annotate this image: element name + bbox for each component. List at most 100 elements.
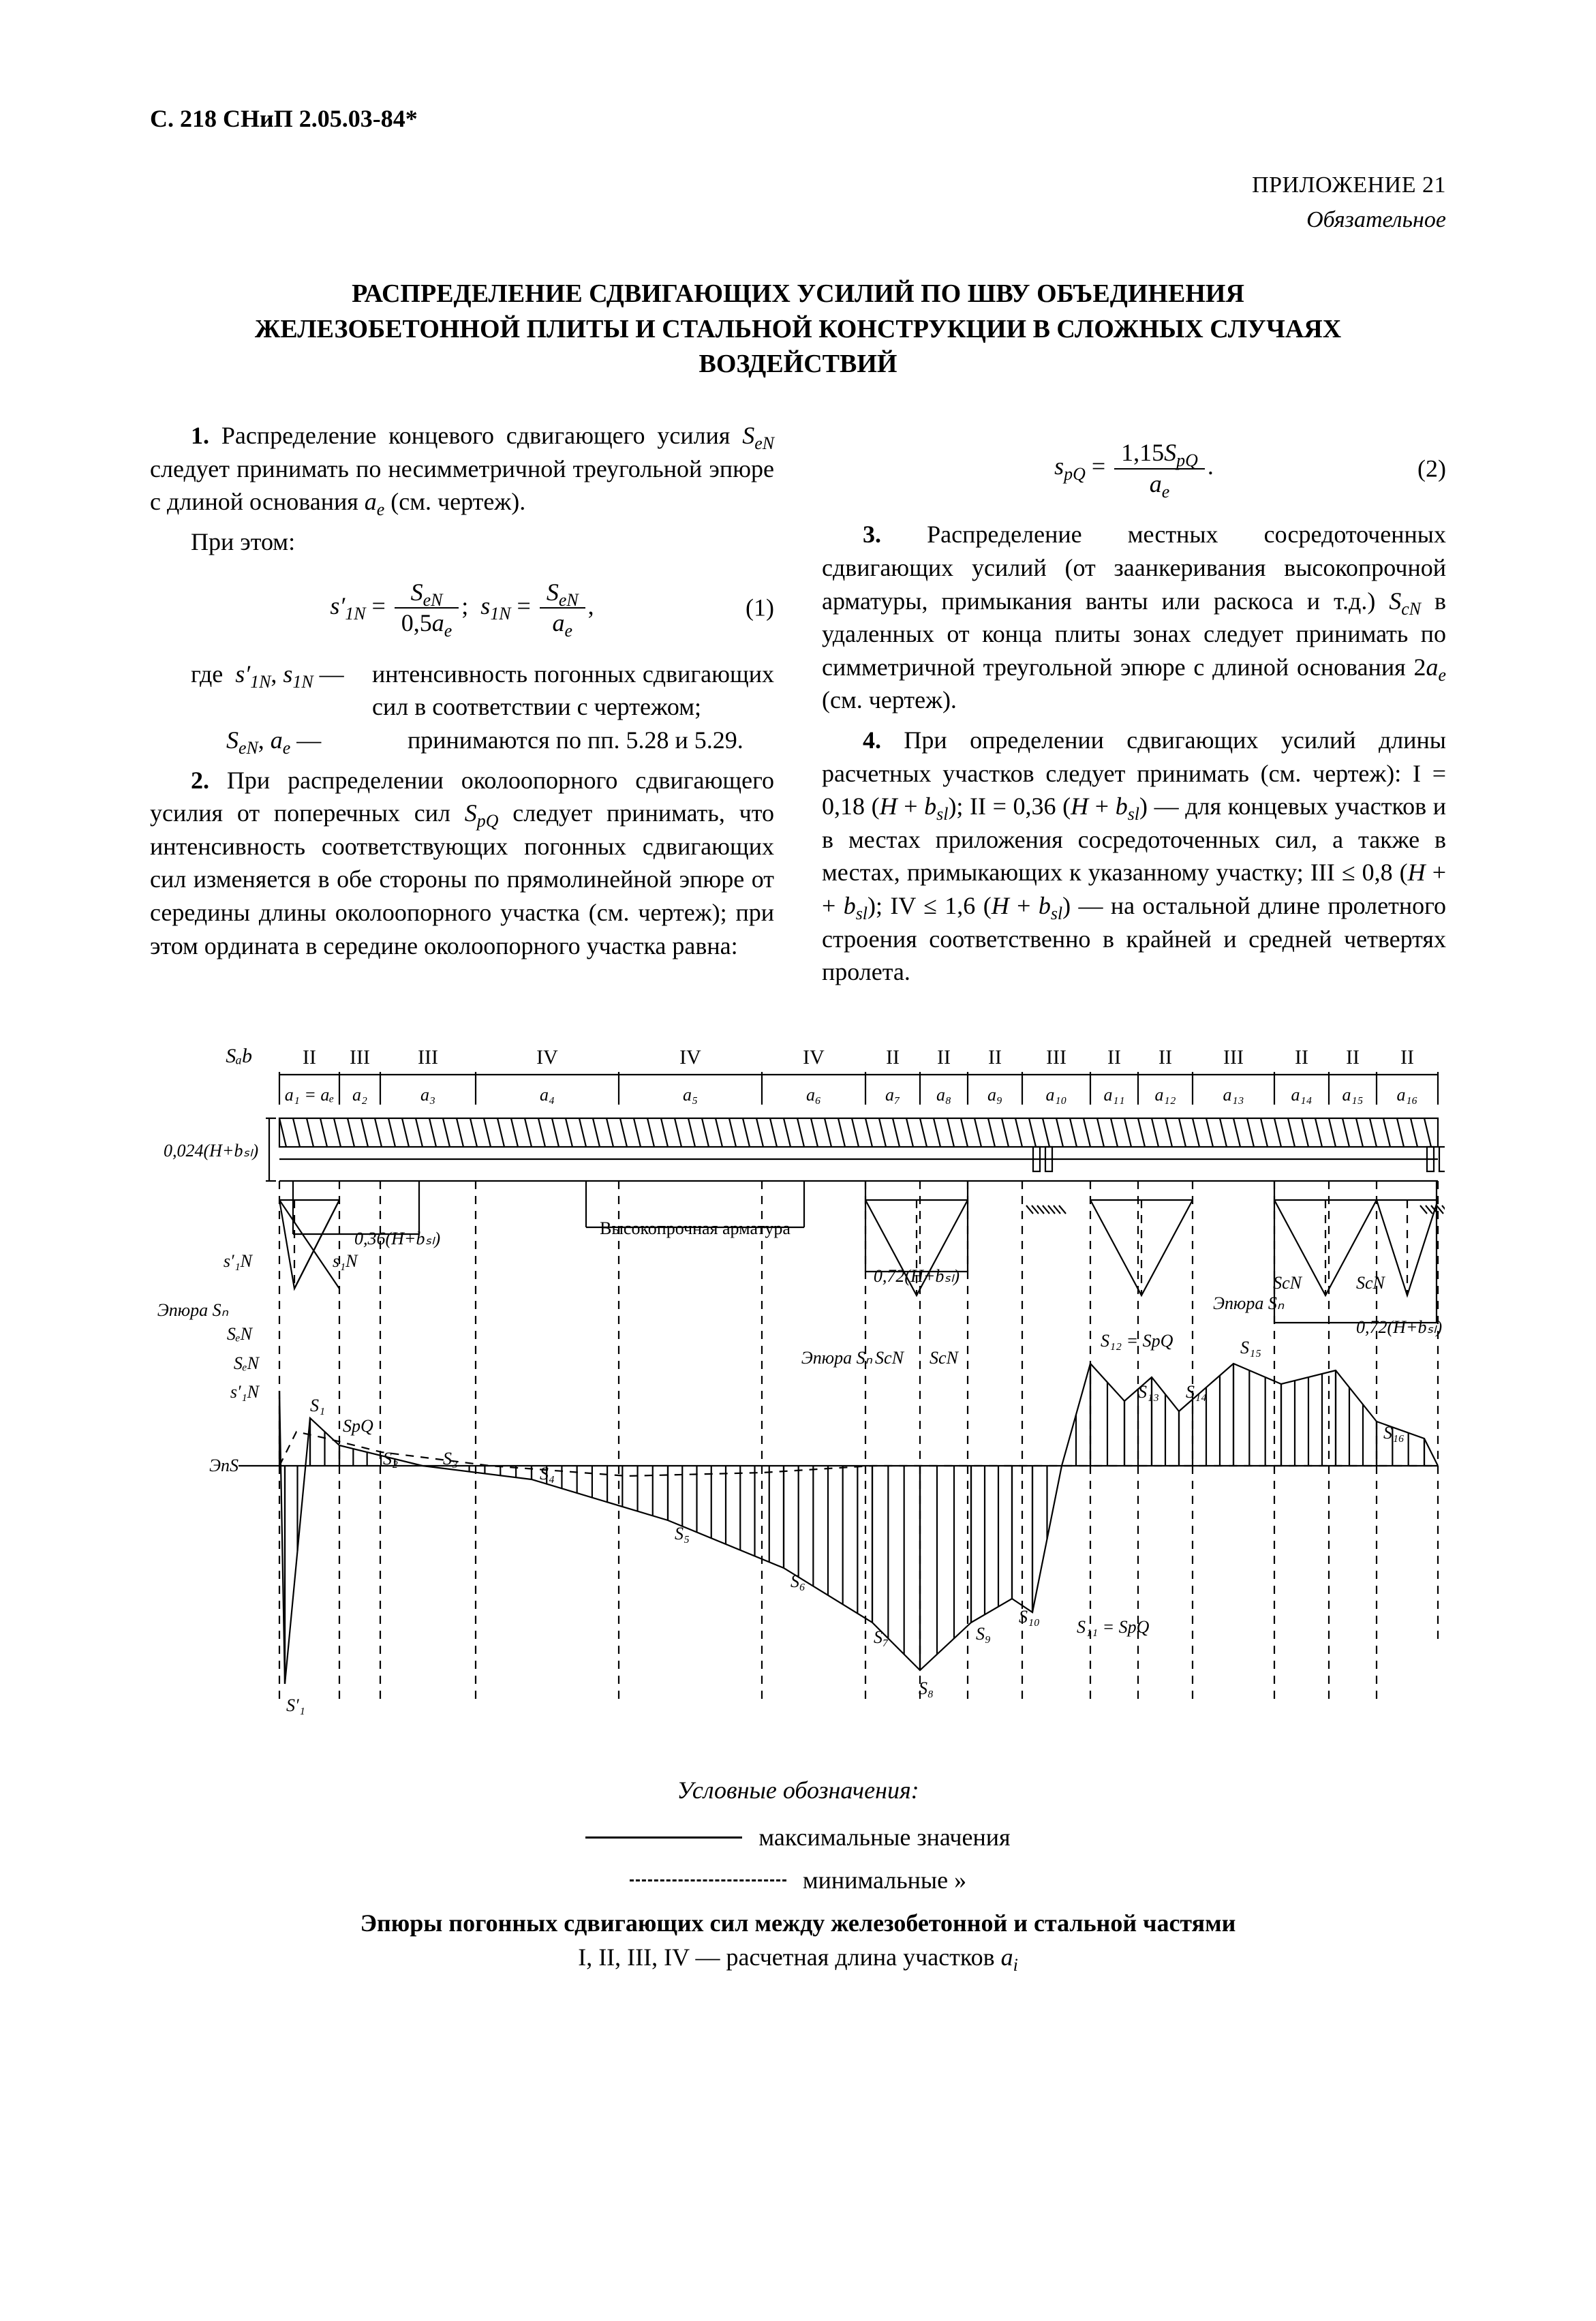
- paragraph-3: 3. Распределение местных сосредоточенных…: [822, 518, 1446, 717]
- eq-num-1: (1): [746, 591, 774, 625]
- svg-text:a₄: a₄: [540, 1085, 555, 1105]
- legend-min-label: минимальные »: [803, 1864, 966, 1897]
- where-txt-2: принимаются по пп. 5.28 и 5.29.: [408, 724, 774, 757]
- svg-text:S₆: S₆: [791, 1571, 805, 1591]
- where-txt-1: интенсивность погонных сдвигающих сил в …: [372, 658, 774, 724]
- svg-text:s′₁N: s′₁N: [230, 1382, 260, 1402]
- svg-text:ScN: ScN: [875, 1348, 905, 1368]
- svg-text:ScN: ScN: [1273, 1273, 1303, 1293]
- svg-text:s₁N: s₁N: [333, 1251, 358, 1271]
- where-sym-1: где s′1N, s1N —: [150, 658, 361, 724]
- paragraph-1: 1. Распределение концевого сдвигающего у…: [150, 419, 774, 519]
- diagram-caption-sub: I, II, III, IV — расчетная длина участко…: [150, 1941, 1446, 1974]
- svg-text:III: III: [1223, 1046, 1244, 1069]
- svg-text:S₁₄: S₁₄: [1186, 1382, 1207, 1402]
- svg-text:ЭпS: ЭпS: [209, 1456, 239, 1475]
- svg-text:a₂: a₂: [352, 1085, 367, 1105]
- svg-text:S₁₂ = SpQ: S₁₂ = SpQ: [1101, 1331, 1173, 1351]
- svg-text:S₁₃: S₁₃: [1138, 1382, 1159, 1402]
- svg-text:Эпюра Sₙ: Эпюра Sₙ: [157, 1300, 229, 1320]
- svg-text:S₁₁ = SpQ: S₁₁ = SpQ: [1077, 1617, 1150, 1637]
- para-lead-3: 3.: [863, 521, 881, 548]
- para-lead-2: 2.: [191, 767, 209, 794]
- svg-text:II: II: [303, 1046, 316, 1069]
- diagram-caption-main: Эпюры погонных сдвигающих сил между желе…: [150, 1907, 1446, 1940]
- para-lead-1: 1.: [191, 422, 209, 449]
- svg-text:S₃: S₃: [443, 1449, 458, 1469]
- legend-dash-line-icon: [630, 1879, 786, 1881]
- eq-num-2: (2): [1417, 452, 1446, 486]
- svg-text:III: III: [350, 1046, 370, 1069]
- appendix-subtitle: Обязательное: [150, 204, 1446, 236]
- appendix-label: ПРИЛОЖЕНИЕ 21: [150, 170, 1446, 201]
- svg-text:a₃: a₃: [420, 1085, 435, 1105]
- svg-text:S₁: S₁: [310, 1396, 325, 1415]
- svg-text:Sₐb: Sₐb: [226, 1045, 252, 1067]
- document-title: РАСПРЕДЕЛЕНИЕ СДВИГАЮЩИХ УСИЛИЙ ПО ШВУ О…: [219, 277, 1377, 382]
- p1-after: При этом:: [150, 525, 774, 559]
- svg-text:II: II: [1295, 1046, 1308, 1069]
- svg-text:a₁₄: a₁₄: [1291, 1085, 1312, 1105]
- legend-title: Условные обозначения:: [150, 1774, 1446, 1807]
- svg-text:a₁₃: a₁₃: [1223, 1085, 1244, 1105]
- svg-text:S′₁: S′₁: [286, 1695, 305, 1715]
- svg-text:ScN: ScN: [930, 1348, 960, 1368]
- svg-text:a₁₅: a₁₅: [1342, 1085, 1363, 1105]
- svg-text:S₁₀: S₁₀: [1019, 1607, 1040, 1627]
- svg-text:a₁₀: a₁₀: [1045, 1085, 1066, 1105]
- svg-text:S₁₆: S₁₆: [1383, 1423, 1405, 1443]
- svg-text:II: II: [1107, 1046, 1121, 1069]
- svg-text:II: II: [937, 1046, 951, 1069]
- svg-text:S₅: S₅: [675, 1524, 690, 1543]
- svg-text:a₉: a₉: [987, 1085, 1002, 1105]
- svg-text:a₆: a₆: [806, 1085, 821, 1105]
- svg-text:S₁₅: S₁₅: [1240, 1338, 1261, 1357]
- svg-text:II: II: [886, 1046, 900, 1069]
- legend-max-label: максимальные значения: [758, 1821, 1010, 1854]
- appendix-block: ПРИЛОЖЕНИЕ 21 Обязательное: [150, 170, 1446, 236]
- svg-text:a₅: a₅: [683, 1085, 698, 1105]
- page: С. 218 СНиП 2.05.03-84* ПРИЛОЖЕНИЕ 21 Об…: [0, 0, 1596, 2321]
- svg-text:0,72(H+bₛₗ): 0,72(H+bₛₗ): [1356, 1317, 1442, 1337]
- shear-diagram: SₐbIIa₁ = aₑIIIa₂IIIa₃IVa₄IVa₅IVa₆IIa₇II…: [150, 1030, 1445, 1738]
- svg-text:II: II: [1400, 1046, 1414, 1069]
- equation-1: s′1N = SeN0,5ae; s1N = SeNae, (1): [150, 579, 774, 637]
- where-sym-2: SeN, ae —: [150, 724, 397, 757]
- svg-text:ScN: ScN: [1356, 1273, 1386, 1293]
- svg-text:S₄: S₄: [540, 1464, 555, 1484]
- svg-text:Эпюра Sₙ: Эпюра Sₙ: [801, 1348, 873, 1368]
- diagram-wrap: SₐbIIa₁ = aₑIIIa₂IIIa₃IVa₄IVa₅IVa₆IIa₇II…: [150, 1030, 1446, 1974]
- svg-text:S₇: S₇: [874, 1627, 889, 1647]
- svg-text:0,36(H+bₛₗ): 0,36(H+bₛₗ): [354, 1229, 440, 1248]
- svg-text:IV: IV: [536, 1046, 558, 1069]
- where-block: где s′1N, s1N — интенсивность погонных с…: [150, 658, 774, 757]
- svg-text:S₈: S₈: [919, 1678, 934, 1698]
- svg-text:SₑN: SₑN: [227, 1324, 254, 1344]
- svg-text:a₁₂: a₁₂: [1154, 1085, 1176, 1105]
- svg-text:0,024(H+bₛₗ): 0,024(H+bₛₗ): [164, 1141, 258, 1160]
- para-lead-4: 4.: [863, 726, 881, 754]
- svg-text:IV: IV: [679, 1046, 701, 1069]
- svg-text:SpQ: SpQ: [343, 1416, 373, 1436]
- legend-solid-line-icon: [585, 1836, 742, 1839]
- svg-text:SₑN: SₑN: [234, 1353, 260, 1373]
- svg-text:III: III: [418, 1046, 438, 1069]
- equation-2: spQ = 1,15SpQae. (2): [822, 440, 1446, 497]
- svg-text:II: II: [988, 1046, 1002, 1069]
- svg-text:IV: IV: [803, 1046, 825, 1069]
- svg-text:III: III: [1046, 1046, 1066, 1069]
- text-columns: 1. Распределение концевого сдвигающего у…: [150, 419, 1446, 996]
- svg-text:s′₁N: s′₁N: [224, 1251, 254, 1271]
- svg-text:a₁₆: a₁₆: [1396, 1085, 1417, 1105]
- paragraph-4: 4. При определении сдвигающих усилий дли…: [822, 724, 1446, 989]
- paragraph-2: 2. При распределении околоопорного сдвиг…: [150, 764, 774, 963]
- svg-text:a₈: a₈: [936, 1085, 951, 1105]
- svg-text:a₇: a₇: [885, 1085, 900, 1105]
- svg-text:a₁₁: a₁₁: [1103, 1085, 1124, 1105]
- svg-text:II: II: [1158, 1046, 1172, 1069]
- page-number-header: С. 218 СНиП 2.05.03-84*: [150, 102, 1446, 136]
- svg-text:S₉: S₉: [976, 1624, 991, 1644]
- legend: максимальные значения минимальные »: [150, 1814, 1446, 1900]
- svg-text:II: II: [1346, 1046, 1360, 1069]
- svg-text:S₂: S₂: [383, 1449, 398, 1469]
